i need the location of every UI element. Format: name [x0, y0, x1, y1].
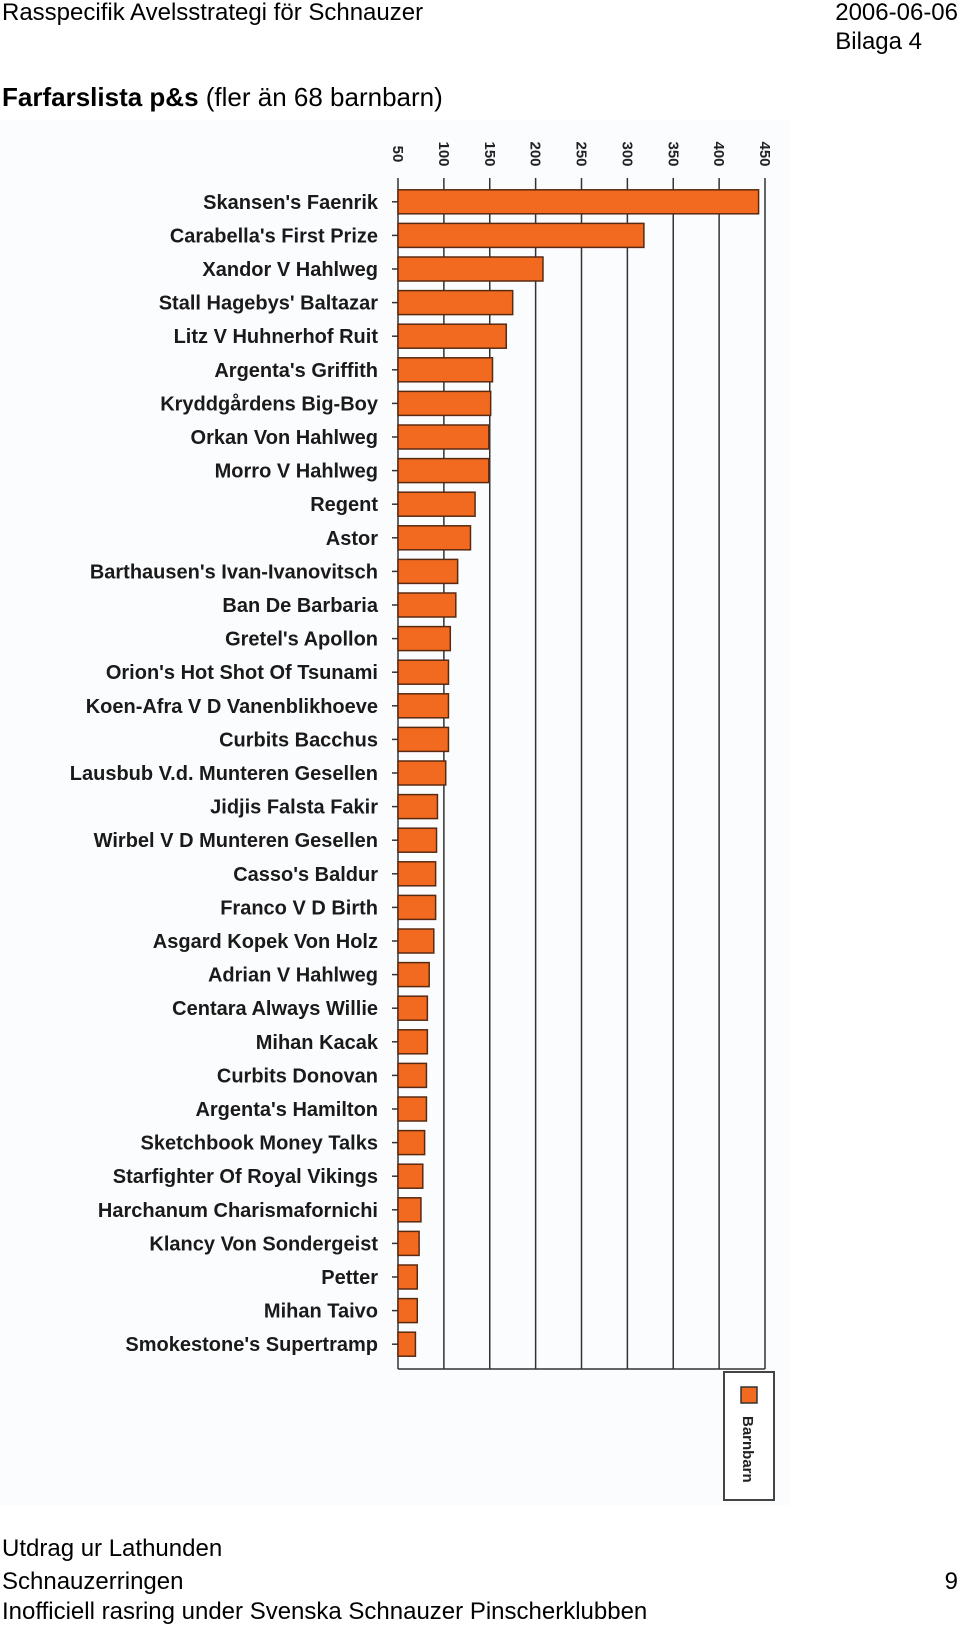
legend-swatch — [740, 1386, 758, 1404]
bar — [397, 189, 760, 215]
bar — [397, 625, 452, 652]
category-label: Kryddgårdens Big-Boy — [160, 392, 379, 415]
legend-label: Barnbarn — [739, 1416, 756, 1483]
category-label: Asgard Kopek Von Holz — [153, 931, 378, 953]
bar — [397, 659, 450, 685]
tick-label: 150 — [481, 141, 498, 166]
bar — [397, 558, 459, 585]
page-number: 9 — [944, 1568, 958, 1595]
category-label: Orkan Von Hahlweg — [191, 427, 378, 449]
footer-description: Inofficiell rasring under Svenska Schnau… — [2, 1598, 648, 1625]
document-title: Rasspecifik Avelsstrategi för Schnauzer — [2, 0, 424, 26]
chart-background — [0, 120, 790, 1505]
category-label: Casso's Baldur — [233, 864, 378, 886]
bar — [397, 592, 457, 618]
category-label: Adrian V Hahlweg — [208, 965, 378, 987]
bar — [397, 1297, 419, 1324]
category-label: Koen-Afra V D Vanenblikhoeve — [86, 696, 378, 718]
category-label: Stall Hagebys' Baltazar — [159, 293, 379, 315]
tick-label: 200 — [527, 141, 544, 166]
tick-label: 400 — [710, 141, 727, 166]
bar — [397, 357, 494, 383]
category-label: Mihan Kacak — [256, 1032, 379, 1054]
bar — [397, 491, 476, 517]
tick-label: 100 — [435, 141, 452, 166]
category-label: Ban De Barbaria — [222, 595, 378, 617]
legend: Barnbarn — [723, 1371, 775, 1501]
section-title: Farfarslista p&s (fler än 68 barnbarn) — [2, 82, 443, 113]
category-label: Curbits Bacchus — [219, 729, 378, 751]
section-title-rest: (fler än 68 barnbarn) — [205, 82, 443, 112]
bar — [397, 1129, 426, 1156]
tick-label: 250 — [573, 141, 590, 166]
category-label: Klancy Von Sondergeist — [149, 1233, 378, 1255]
category-label: Morro V Hahlweg — [215, 461, 378, 483]
category-label: Mihan Taivo — [264, 1301, 378, 1323]
bar — [397, 760, 447, 786]
section-title-bold: Farfarslista p&s — [2, 82, 199, 112]
category-labels: Skansen's Faenrik Carabella's First Prize… — [70, 192, 379, 1356]
category-label: Starfighter Of Royal Vikings — [113, 1166, 378, 1188]
tick-labels: 50 100 150 200 250 300 350 400 450 — [389, 141, 773, 166]
bars — [397, 189, 760, 1357]
category-label: Regent — [310, 494, 378, 516]
bar — [397, 726, 450, 753]
category-label: Wirbel V D Munteren Gesellen — [94, 830, 378, 852]
bar — [397, 693, 450, 719]
bar — [397, 1264, 419, 1290]
bar — [397, 457, 490, 484]
bar — [397, 827, 438, 853]
footer-org: Schnauzerringen — [2, 1568, 184, 1595]
bar — [397, 1331, 417, 1357]
category-label: Argenta's Griffith — [214, 360, 378, 382]
category-label: Harchanum Charismafornichi — [98, 1200, 378, 1222]
category-label: Barthausen's Ivan-Ivanovitsch — [90, 561, 378, 583]
tick-label: 300 — [618, 141, 635, 166]
bar — [397, 289, 514, 316]
tick-label: 350 — [664, 141, 681, 166]
category-label: Curbits Donovan — [217, 1065, 378, 1087]
bar — [397, 525, 472, 551]
category-label: Jidjis Falsta Fakir — [210, 797, 378, 819]
tick-label: 450 — [756, 141, 773, 166]
bar — [397, 1230, 420, 1257]
bar — [397, 995, 429, 1021]
legend-box — [723, 1371, 775, 1501]
category-label: Sketchbook Money Talks — [141, 1133, 378, 1155]
bar — [397, 390, 492, 417]
category-label: Petter — [321, 1267, 378, 1289]
footer-source: Utdrag ur Lathunden — [2, 1535, 223, 1562]
document-date: 2006-06-06 — [835, 0, 958, 26]
category-label: Litz V Huhnerhof Ruit — [174, 326, 379, 348]
tick-label: 50 — [389, 146, 406, 163]
chart-container: 50 100 150 200 250 300 350 400 450 Skansen's Fae… — [0, 120, 790, 1505]
bar — [397, 1096, 428, 1122]
category-label: Orion's Hot Shot Of Tsunami — [106, 662, 378, 684]
bar — [397, 256, 544, 282]
bar — [397, 323, 508, 349]
bar — [397, 894, 437, 921]
bar — [397, 1163, 424, 1189]
category-label: Lausbub V.d. Munteren Gesellen — [70, 763, 378, 785]
bar — [397, 1197, 422, 1223]
bar — [397, 1062, 428, 1089]
category-label: Xandor V Hahlweg — [202, 259, 378, 281]
bar — [397, 928, 435, 954]
category-label: Smokestone's Supertramp — [125, 1334, 378, 1356]
category-label: Gretel's Apollon — [225, 629, 378, 651]
category-label: Argenta's Hamilton — [195, 1099, 378, 1121]
bar — [397, 222, 645, 249]
bar — [397, 861, 437, 887]
bar — [397, 793, 439, 820]
appendix-label: Bilaga 4 — [835, 28, 922, 55]
barnbarn-bar-chart: 50 100 150 200 250 300 350 400 450 Skansen's Fae… — [0, 120, 790, 1505]
category-label: Skansen's Faenrik — [203, 192, 379, 214]
category-label: Centara Always Willie — [172, 998, 378, 1020]
category-label: Franco V D Birth — [220, 897, 378, 919]
bar — [397, 424, 490, 450]
category-label: Astor — [326, 528, 378, 550]
category-label: Carabella's First Prize — [170, 225, 378, 247]
bar — [397, 1029, 429, 1055]
bar — [397, 961, 430, 988]
